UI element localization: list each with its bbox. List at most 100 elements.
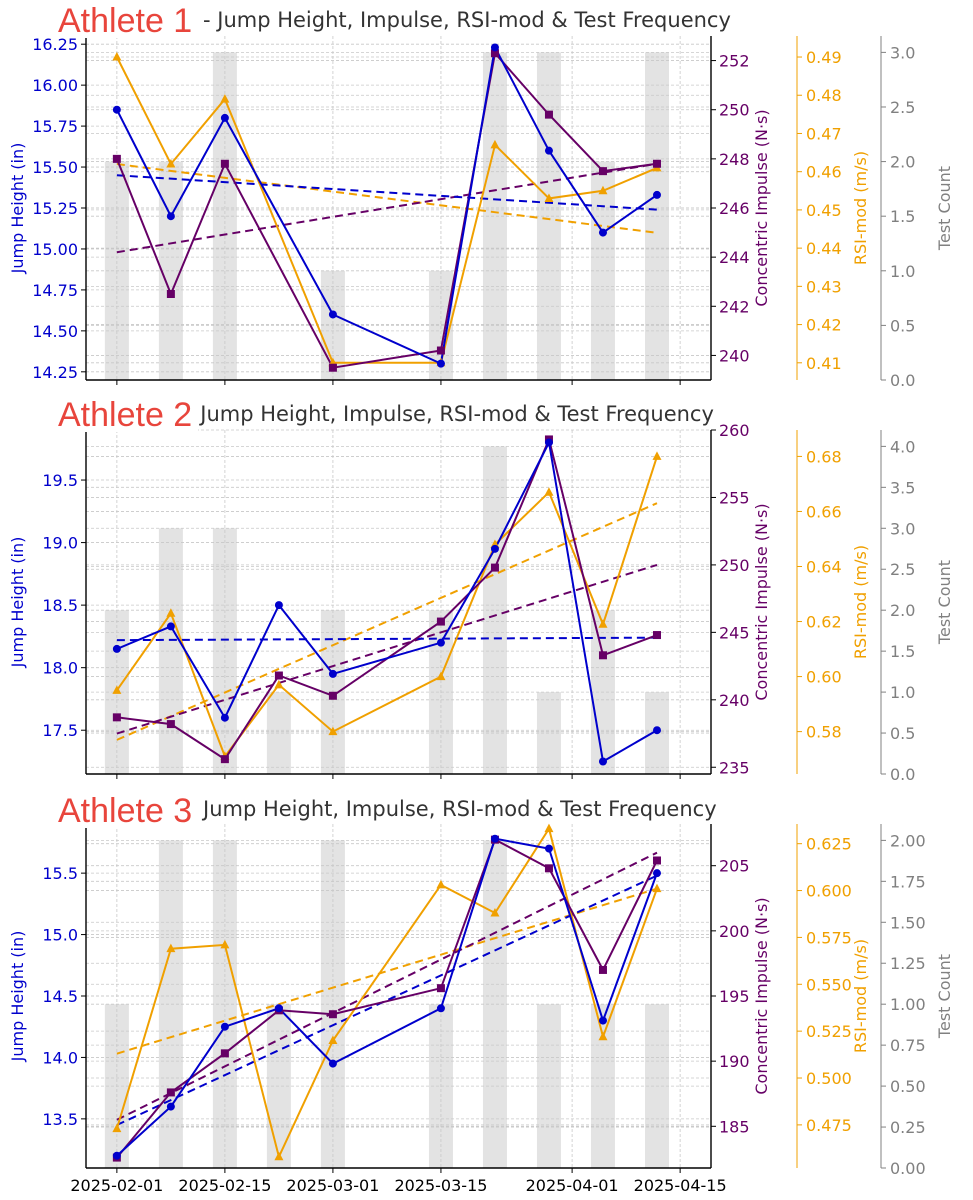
rsi-point	[544, 193, 554, 202]
rsi-axis-tick-label: 0.47	[806, 124, 842, 143]
rsi-axis-tick-label: 0.475	[806, 1116, 852, 1135]
chart-panel-3: 2025-02-01 2025-02-15 2025-03-01 2025-03-15…	[8, 823, 954, 1195]
impulse-axis-tick-label: 200	[719, 922, 750, 941]
jump-axis-tick-label: 15.50	[32, 158, 78, 177]
impulse-axis-tick-label: 260	[719, 421, 750, 440]
athlete-label-1: Athlete 1	[52, 4, 199, 38]
rsi-axis-tick-label: 0.62	[806, 613, 842, 632]
impulse-point	[598, 965, 607, 974]
rsi-axis-tick-label: 0.42	[806, 316, 842, 335]
rsi-axis-tick-label: 0.44	[806, 239, 842, 258]
x-tick-label: 2025-04-15	[634, 1176, 727, 1195]
rsi-point	[166, 943, 176, 953]
count-axis-tick-label: 0.00	[890, 1159, 926, 1178]
jump-axis-tick-label: 14.0	[42, 1048, 78, 1067]
jump-point	[328, 669, 337, 678]
x-tick-label: 2025-02-01	[70, 1176, 163, 1195]
jump-axis-tick-label: 15.0	[42, 926, 78, 945]
impulse-point	[328, 691, 337, 700]
count-axis-tick-label: 1.25	[890, 954, 926, 973]
impulse-axis-tick-label: 195	[719, 987, 750, 1006]
rsi-axis-tick-label: 0.48	[806, 86, 842, 105]
jump-axis-tick-label: 14.5	[42, 987, 78, 1006]
count-axis-tick-label: 0.0	[890, 765, 915, 784]
jump-axis-tick-label: 14.75	[32, 281, 78, 300]
jump-axis-tick-label: 14.50	[32, 322, 78, 341]
jump-axis-tick-label: 18.0	[42, 659, 78, 678]
rsi-point	[274, 679, 284, 689]
jump-point	[490, 544, 499, 553]
jump-point	[166, 1102, 175, 1111]
impulse-point	[598, 651, 607, 660]
jump-series-line	[116, 837, 658, 1157]
rsi-point	[112, 1123, 122, 1133]
jump-point	[220, 713, 229, 722]
rsi-axis-tick-label: 0.66	[806, 502, 842, 521]
rsi-point	[598, 185, 608, 195]
jump-axis-tick-label: 16.00	[32, 76, 78, 95]
impulse-point	[436, 984, 445, 993]
impulse-series-line	[116, 838, 658, 1159]
rsi-point	[220, 94, 230, 103]
count-axis-label: Test Count	[935, 560, 954, 645]
rsi-series-line	[115, 826, 658, 1160]
jump-point	[544, 146, 553, 155]
jump-axis-tick-label: 18.5	[42, 596, 78, 615]
jump-point	[274, 1004, 283, 1013]
jump-axis-tick-label: 19.0	[42, 534, 78, 553]
jump-axis-tick-label: 14.25	[32, 363, 78, 382]
impulse-axis-tick-label: 235	[719, 758, 750, 777]
athlete-label-3: Athlete 3	[52, 794, 199, 828]
rsi-axis-tick-label: 0.68	[806, 447, 842, 466]
impulse-axis-tick-label: 240	[719, 346, 750, 365]
count-axis-tick-label: 2.5	[890, 98, 915, 117]
count-axis-tick-label: 3.0	[890, 43, 915, 62]
impulse-point	[220, 755, 229, 764]
rsi-axis-tick-label: 0.41	[806, 354, 842, 373]
count-axis-label: Test Count	[935, 954, 954, 1039]
jump-point	[652, 190, 661, 199]
jump-trend-line	[116, 636, 657, 642]
rsi-axis-tick-label: 0.625	[806, 835, 852, 854]
impulse-point	[220, 159, 229, 168]
rsi-trend-line	[116, 502, 658, 741]
jump-point	[652, 869, 661, 878]
jump-point	[490, 834, 499, 843]
count-axis-tick-label: 2.5	[890, 560, 915, 579]
impulse-axis-tick-label: 185	[719, 1117, 750, 1136]
impulse-axis-tick-label: 245	[719, 623, 750, 642]
impulse-axis-tick-label: 205	[719, 857, 750, 876]
count-axis-tick-label: 1.50	[890, 913, 926, 932]
impulse-axis-label: Concentric Impulse (N·s)	[752, 897, 771, 1094]
impulse-point	[112, 154, 121, 163]
impulse-point	[490, 563, 499, 572]
impulse-point	[274, 671, 283, 680]
jump-point	[436, 638, 445, 647]
jump-axis-tick-label: 15.00	[32, 240, 78, 259]
rsi-point	[544, 823, 554, 833]
impulse-point	[544, 864, 553, 873]
athlete-label-2: Athlete 2	[52, 398, 199, 432]
rsi-point	[544, 487, 554, 496]
rsi-axis-label: RSI-mod (m/s)	[851, 151, 870, 265]
jump-axis-tick-label: 13.5	[42, 1110, 78, 1129]
rsi-point	[112, 685, 122, 694]
jump-series-line	[116, 439, 658, 764]
jump-point	[544, 438, 553, 447]
impulse-point	[652, 856, 661, 865]
chart-title-1: - Jump Height, Impulse, RSI-mod & Test F…	[203, 8, 731, 32]
count-axis-label: Test Count	[935, 166, 954, 251]
rsi-point	[436, 879, 446, 889]
rsi-point	[490, 908, 500, 917]
rsi-series-line	[116, 456, 658, 759]
impulse-axis-tick-label: 250	[719, 101, 750, 120]
impulse-point	[166, 1088, 175, 1097]
impulse-point	[328, 1010, 337, 1019]
chart-title-2: - Jump Height, Impulse, RSI-mod & Test F…	[186, 402, 714, 426]
x-tick-label: 2025-02-15	[178, 1176, 271, 1195]
rsi-point	[112, 52, 122, 61]
rsi-point	[328, 726, 338, 736]
x-tick-label: 2025-03-01	[286, 1176, 379, 1195]
x-tick-label: 2025-03-15	[394, 1176, 487, 1195]
rsi-point	[220, 939, 230, 949]
